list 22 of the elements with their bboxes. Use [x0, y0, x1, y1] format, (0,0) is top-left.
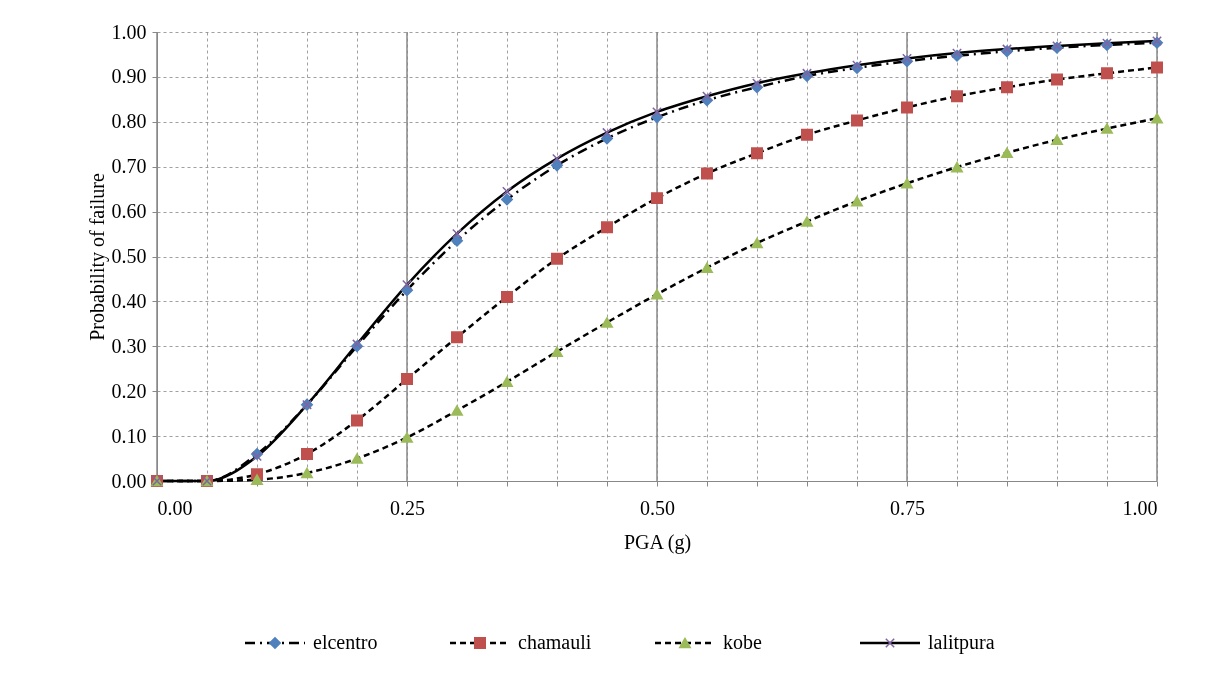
- y-tick-label: 0.30: [111, 334, 147, 357]
- y-axis-title: Probability of failure: [85, 173, 109, 341]
- y-tick-label: 0.10: [111, 424, 147, 447]
- x-tick-label: 0.50: [640, 496, 675, 519]
- y-tick-label: 0.20: [111, 379, 147, 402]
- y-tick-label: 0.50: [111, 245, 147, 267]
- x-axis-title: PGA (g): [623, 530, 692, 554]
- x-tick-label: 0.75: [890, 496, 925, 519]
- legend-label: elcentro: [313, 631, 378, 653]
- legend-label: chamauli: [518, 631, 592, 653]
- y-tick-label: 1.00: [111, 20, 147, 43]
- y-tick-label: 0.80: [111, 110, 147, 133]
- x-tick-label: 0.25: [390, 496, 425, 519]
- y-tick-label: 0.60: [111, 200, 147, 223]
- y-tick-label: 0.90: [111, 65, 147, 88]
- legend-label: lalitpura: [928, 631, 995, 654]
- y-tick-label: 0.70: [111, 155, 147, 178]
- legend-label: kobe: [723, 631, 762, 653]
- x-tick-label: 1.00: [1122, 496, 1158, 519]
- y-tick-label: 0.00: [111, 469, 147, 492]
- x-tick-label: 0.00: [157, 496, 193, 519]
- y-tick-label: 0.40: [111, 289, 147, 312]
